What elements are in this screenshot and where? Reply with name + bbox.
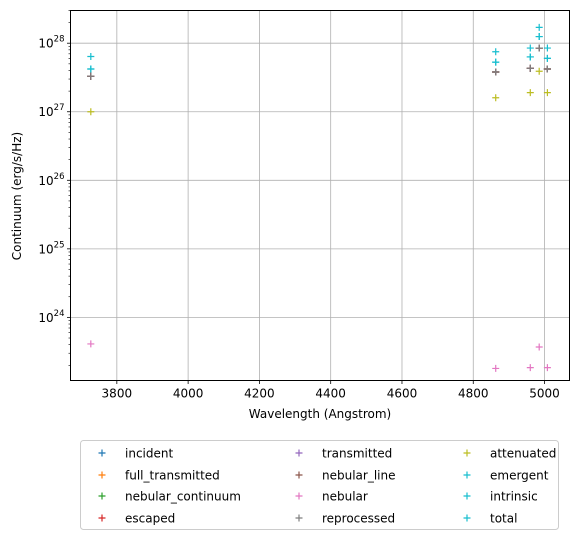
data-point	[535, 23, 543, 31]
legend-marker	[98, 471, 106, 479]
legend-marker	[463, 514, 471, 522]
data-points	[87, 23, 551, 372]
legend-label: nebular_line	[322, 469, 396, 483]
data-point	[492, 48, 500, 56]
legend-label: attenuated	[490, 447, 556, 461]
legend-label: escaped	[125, 512, 175, 526]
legend-label: incident	[125, 447, 173, 461]
legend-label: transmitted	[322, 447, 392, 461]
x-tick-label: 4000	[173, 387, 204, 401]
data-point	[543, 54, 551, 62]
data-point	[543, 65, 551, 73]
legend-marker	[98, 449, 106, 457]
legend-label: nebular	[322, 490, 368, 504]
legend-marker	[463, 471, 471, 479]
legend-marker	[295, 514, 303, 522]
data-point	[492, 94, 500, 102]
legend-marker	[295, 471, 303, 479]
x-tick-label: 3800	[102, 387, 133, 401]
grid	[70, 10, 570, 381]
y-axis-label: Continuum (erg/s/Hz)	[10, 132, 24, 260]
data-point	[535, 33, 543, 41]
series-reprocessed	[87, 44, 551, 80]
series-attenuated	[87, 67, 551, 116]
data-point	[492, 68, 500, 76]
legend-marker	[295, 492, 303, 500]
legend-frame	[80, 440, 559, 530]
x-tick-label: 5000	[529, 387, 560, 401]
legend: incident full_transmitted nebular_continuu…	[80, 440, 559, 530]
data-point	[87, 108, 95, 116]
data-point	[526, 89, 534, 97]
legend-marker	[463, 492, 471, 500]
legend-label: intrinsic	[490, 490, 538, 504]
legend-marker	[98, 514, 106, 522]
data-point	[526, 44, 534, 52]
legend-label: nebular_continuum	[125, 490, 241, 504]
x-tick-label: 4400	[315, 387, 346, 401]
legend-marker	[295, 449, 303, 457]
data-point	[535, 44, 543, 52]
legend-label: total	[490, 512, 517, 526]
data-point	[526, 64, 534, 72]
x-axis-ticks: 3800 4000 4200 4400 4600 4800 5000	[102, 380, 560, 401]
data-point	[535, 343, 543, 351]
x-tick-label: 4800	[458, 387, 489, 401]
data-point	[87, 72, 95, 80]
data-point	[87, 52, 95, 60]
series-intrinsic	[87, 23, 551, 60]
series-total	[87, 33, 551, 73]
legend-label: full_transmitted	[125, 469, 220, 483]
x-tick-label: 4200	[244, 387, 275, 401]
data-point	[526, 364, 534, 372]
data-point	[543, 89, 551, 97]
data-point	[543, 44, 551, 52]
data-point	[543, 364, 551, 372]
legend-label: emergent	[490, 469, 549, 483]
x-axis-label: Wavelength (Angstrom)	[249, 407, 391, 421]
legend-marker	[463, 449, 471, 457]
data-point	[87, 65, 95, 73]
data-point	[492, 58, 500, 66]
series-nebular	[87, 340, 551, 372]
legend-marker	[98, 492, 106, 500]
legend-label: reprocessed	[322, 512, 395, 526]
data-point	[535, 67, 543, 75]
data-point	[87, 340, 95, 348]
data-point	[526, 53, 534, 61]
x-tick-label: 4600	[387, 387, 418, 401]
data-point	[492, 364, 500, 372]
